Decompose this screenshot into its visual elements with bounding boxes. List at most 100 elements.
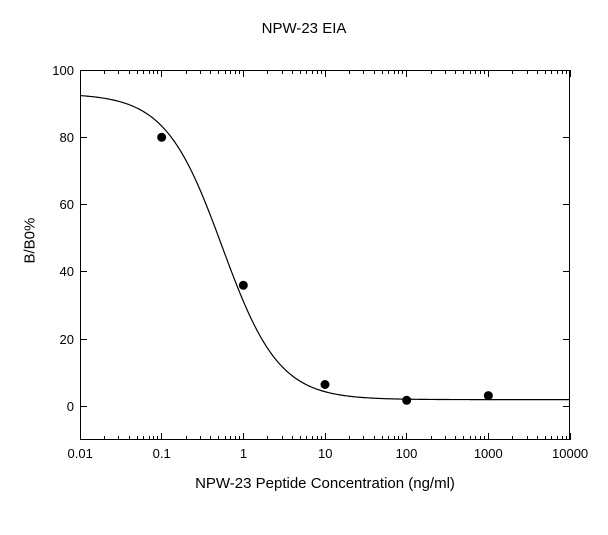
data-point — [402, 396, 411, 405]
x-minor-tick — [137, 70, 138, 74]
x-tick — [406, 70, 407, 77]
x-minor-tick — [551, 70, 552, 74]
x-tick-label: 0.1 — [153, 446, 171, 461]
x-minor-tick — [562, 436, 563, 440]
x-minor-tick — [374, 436, 375, 440]
x-minor-tick — [267, 436, 268, 440]
y-tick — [563, 406, 570, 407]
x-minor-tick — [388, 70, 389, 74]
x-minor-tick — [317, 70, 318, 74]
x-tick — [325, 70, 326, 77]
x-minor-tick — [153, 436, 154, 440]
x-minor-tick — [230, 70, 231, 74]
x-minor-tick — [321, 436, 322, 440]
y-tick — [80, 204, 87, 205]
x-minor-tick — [186, 70, 187, 74]
x-minor-tick — [292, 70, 293, 74]
x-minor-tick — [312, 70, 313, 74]
x-minor-tick — [104, 436, 105, 440]
x-minor-tick — [470, 436, 471, 440]
x-minor-tick — [267, 70, 268, 74]
y-tick-label: 80 — [60, 130, 74, 145]
x-minor-tick — [149, 70, 150, 74]
x-minor-tick — [382, 70, 383, 74]
y-tick-label: 40 — [60, 264, 74, 279]
x-minor-tick — [394, 436, 395, 440]
x-minor-tick — [527, 70, 528, 74]
x-minor-tick — [470, 70, 471, 74]
y-tick-label: 0 — [67, 399, 74, 414]
x-minor-tick — [402, 70, 403, 74]
x-minor-tick — [566, 70, 567, 74]
x-minor-tick — [129, 436, 130, 440]
x-tick — [488, 433, 489, 440]
x-minor-tick — [137, 436, 138, 440]
x-minor-tick — [562, 70, 563, 74]
x-minor-tick — [480, 70, 481, 74]
x-minor-tick — [349, 436, 350, 440]
x-minor-tick — [218, 436, 219, 440]
x-minor-tick — [445, 436, 446, 440]
x-tick — [161, 433, 162, 440]
x-minor-tick — [475, 436, 476, 440]
x-tick — [161, 70, 162, 77]
x-minor-tick — [153, 70, 154, 74]
x-minor-tick — [545, 70, 546, 74]
x-minor-tick — [210, 70, 211, 74]
x-tick — [325, 433, 326, 440]
x-minor-tick — [225, 70, 226, 74]
x-minor-tick — [512, 70, 513, 74]
x-minor-tick — [292, 436, 293, 440]
x-tick — [488, 70, 489, 77]
x-minor-tick — [230, 436, 231, 440]
x-minor-tick — [300, 70, 301, 74]
fit-curve — [80, 96, 570, 400]
x-minor-tick — [537, 70, 538, 74]
x-minor-tick — [402, 436, 403, 440]
x-minor-tick — [455, 70, 456, 74]
data-point — [484, 391, 493, 400]
x-minor-tick — [382, 436, 383, 440]
x-minor-tick — [218, 70, 219, 74]
x-minor-tick — [463, 436, 464, 440]
x-minor-tick — [149, 436, 150, 440]
x-tick-label: 1000 — [474, 446, 503, 461]
x-minor-tick — [118, 70, 119, 74]
x-tick — [406, 433, 407, 440]
x-minor-tick — [186, 436, 187, 440]
x-tick — [570, 433, 571, 440]
x-minor-tick — [225, 436, 226, 440]
x-minor-tick — [545, 436, 546, 440]
x-minor-tick — [445, 70, 446, 74]
x-minor-tick — [374, 70, 375, 74]
x-tick-label: 10 — [318, 446, 332, 461]
x-minor-tick — [306, 436, 307, 440]
y-tick — [80, 70, 87, 71]
x-minor-tick — [388, 436, 389, 440]
x-minor-tick — [398, 70, 399, 74]
x-minor-tick — [321, 70, 322, 74]
x-minor-tick — [312, 436, 313, 440]
x-minor-tick — [431, 70, 432, 74]
x-minor-tick — [480, 436, 481, 440]
x-tick — [243, 433, 244, 440]
data-point — [321, 380, 330, 389]
x-minor-tick — [157, 436, 158, 440]
x-minor-tick — [157, 70, 158, 74]
x-minor-tick — [143, 70, 144, 74]
x-minor-tick — [282, 70, 283, 74]
x-minor-tick — [537, 436, 538, 440]
x-minor-tick — [527, 436, 528, 440]
x-tick-label: 0.01 — [68, 446, 93, 461]
x-minor-tick — [143, 436, 144, 440]
x-minor-tick — [484, 70, 485, 74]
x-minor-tick — [210, 436, 211, 440]
x-minor-tick — [129, 70, 130, 74]
x-tick — [80, 433, 81, 440]
x-minor-tick — [235, 436, 236, 440]
x-minor-tick — [239, 70, 240, 74]
y-tick — [563, 204, 570, 205]
x-minor-tick — [317, 436, 318, 440]
x-minor-tick — [475, 70, 476, 74]
chart-container: NPW-23 EIA B/B0% NPW-23 Peptide Concentr… — [0, 0, 608, 535]
